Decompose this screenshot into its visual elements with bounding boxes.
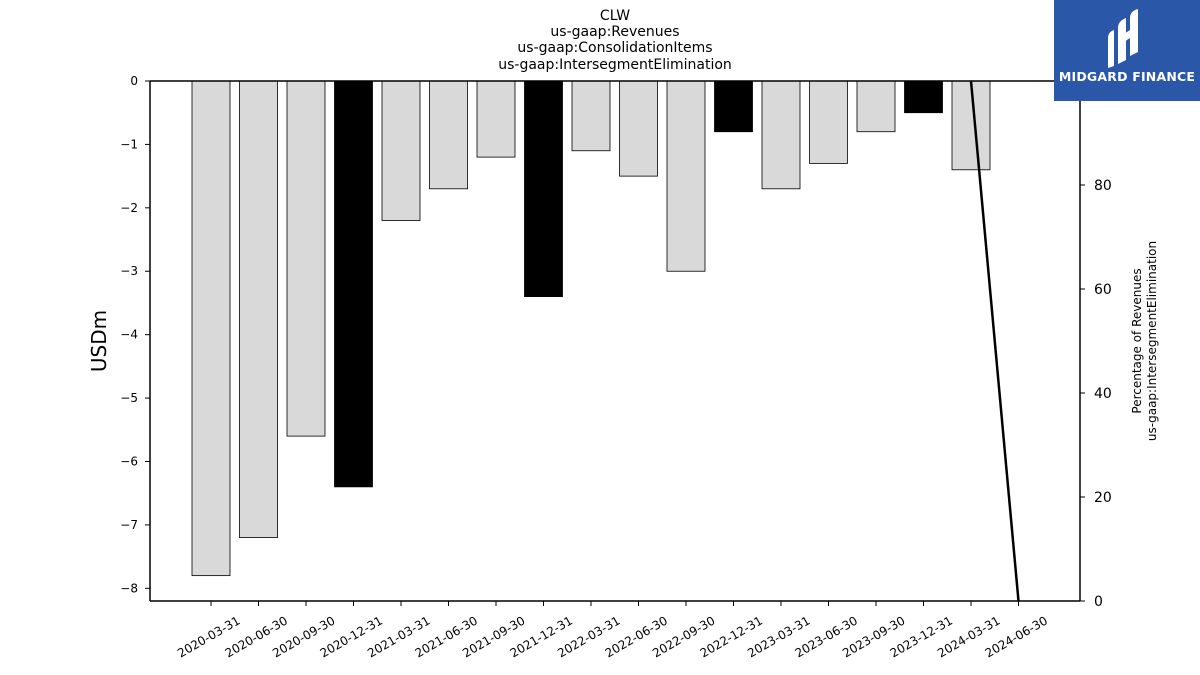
bar-2020-03-31 — [191, 80, 231, 577]
bar-2021-06-30 — [429, 80, 468, 190]
y2-tick-label: 20 — [1094, 490, 1112, 506]
bar-2020-06-30 — [239, 80, 278, 538]
y-tick-label: −7 — [120, 518, 138, 532]
y-tick-label: 0 — [130, 74, 138, 88]
y2-axis-label-line-1: Percentage of Revenues — [1130, 268, 1144, 413]
bar-2022-09-30 — [666, 80, 706, 272]
y-axis-label: USDm — [87, 310, 111, 372]
percentage-line — [969, 80, 1020, 602]
title-line-1: CLW — [600, 8, 630, 24]
y-tick-label: −8 — [120, 581, 138, 595]
title-line-4: us-gaap:IntersegmentElimination — [498, 57, 732, 73]
y-tick-label: −4 — [120, 328, 138, 342]
bar-2024-03-31 — [951, 80, 991, 171]
bar-2023-03-31 — [761, 80, 801, 190]
y2-tick-label: 60 — [1094, 282, 1112, 298]
bar-2021-03-31 — [381, 80, 421, 221]
bar-2022-03-31 — [571, 80, 611, 152]
logo-mark-icon — [1108, 9, 1138, 68]
y2-axis-label-line-2: us-gaap:IntersegmentElimination — [1145, 241, 1159, 441]
bar-2021-09-30 — [476, 80, 516, 158]
logo-text: MIDGARD FINANCE — [1058, 69, 1196, 84]
y-tick-label: −1 — [120, 137, 138, 151]
title-line-2: us-gaap:Revenues — [550, 24, 679, 40]
y2-tick-label: 80 — [1094, 178, 1112, 194]
bar-2023-09-30 — [856, 80, 896, 133]
bar-2020-12-31 — [334, 80, 373, 488]
chart-title: CLW us-gaap:Revenues us-gaap:Consolidati… — [498, 8, 732, 73]
bar-2023-12-31 — [904, 80, 943, 114]
bars — [191, 80, 991, 577]
title-line-3: us-gaap:ConsolidationItems — [517, 40, 712, 56]
y-tick-label: −2 — [120, 201, 138, 215]
midgard-finance-logo: MIDGARD FINANCE — [1054, 0, 1200, 101]
bar-2021-12-31 — [524, 80, 563, 298]
y2-axis-label: Percentage of Revenues us-gaap:Intersegm… — [1130, 241, 1159, 441]
bar-2020-09-30 — [286, 80, 326, 437]
bar-2023-06-30 — [809, 80, 848, 164]
y-tick-label: −6 — [120, 454, 138, 468]
bar-2022-06-30 — [619, 80, 658, 177]
bar-2022-12-31 — [714, 80, 753, 133]
percentage-line-layer — [969, 80, 1020, 602]
y2-tick-label: 40 — [1094, 386, 1112, 402]
y-tick-label: −5 — [120, 391, 138, 405]
y-tick-label: −3 — [120, 264, 138, 278]
y2-tick-label: 0 — [1094, 594, 1103, 610]
